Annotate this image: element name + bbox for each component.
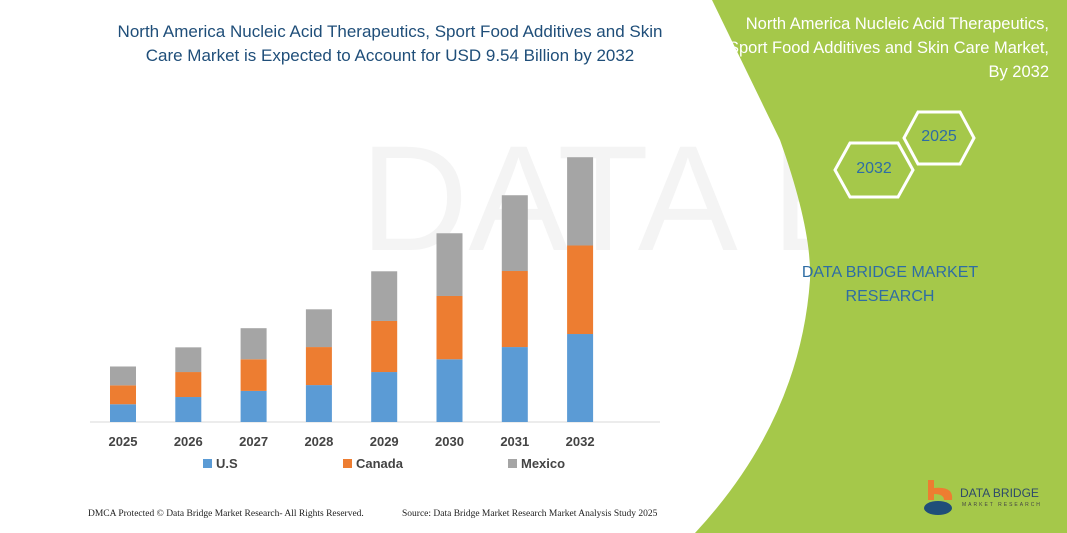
x-tick-label: 2025 — [109, 434, 138, 449]
bar-mexico-2032 — [567, 157, 594, 246]
hex-label-2025: 2025 — [921, 128, 957, 145]
bar-mexico-2027 — [240, 328, 267, 360]
legend-swatch — [203, 459, 212, 468]
bar-us-2026 — [175, 397, 202, 422]
logo-subtext: MARKET RESEARCH — [962, 502, 1042, 508]
bar-us-2032 — [567, 334, 594, 422]
legend-label: U.S — [216, 456, 238, 471]
legend-label: Mexico — [521, 456, 565, 471]
logo-icon — [924, 480, 953, 515]
bar-canada-2032 — [567, 245, 594, 335]
bar-mexico-2031 — [501, 195, 528, 272]
bar-us-2028 — [305, 385, 332, 422]
hex-2032 — [833, 141, 915, 199]
side-panel-title: North America Nucleic Acid Therapeutics,… — [728, 15, 1049, 81]
x-tick-label: 2031 — [500, 434, 529, 449]
bar-mexico-2025 — [110, 366, 136, 386]
bar-canada-2029 — [371, 320, 398, 373]
bar-mexico-2026 — [175, 347, 202, 373]
bar-us-2027 — [240, 390, 267, 422]
bar-us-2031 — [501, 347, 528, 422]
x-tick-label: 2030 — [435, 434, 464, 449]
legend-label: Canada — [356, 456, 404, 471]
legend-swatch — [343, 459, 352, 468]
bar-us-2030 — [436, 359, 463, 422]
logo-text: DATA BRIDGE — [960, 486, 1039, 500]
x-tick-label: 2027 — [239, 434, 268, 449]
bar-canada-2026 — [175, 372, 202, 398]
footer-source: Source: Data Bridge Market Research Mark… — [402, 509, 658, 519]
footer-copyright: DMCA Protected © Data Bridge Market Rese… — [88, 509, 364, 519]
bar-canada-2031 — [501, 271, 528, 348]
bar-us-2029 — [371, 372, 398, 422]
bar-us-2025 — [110, 404, 136, 422]
chart-title: North America Nucleic Acid Therapeutics,… — [117, 22, 663, 65]
bar-canada-2030 — [436, 295, 463, 360]
x-tick-label: 2032 — [566, 434, 595, 449]
bar-mexico-2028 — [305, 309, 332, 348]
bar-canada-2025 — [110, 385, 136, 405]
hex-2025 — [902, 110, 976, 166]
bar-mexico-2029 — [371, 271, 398, 321]
side-panel-bg — [695, 0, 1067, 533]
legend-swatch — [508, 459, 517, 468]
x-tick-label: 2029 — [370, 434, 399, 449]
brand-text: DATA BRIDGE MARKET RESEARCH — [801, 264, 979, 305]
bar-mexico-2030 — [436, 233, 463, 296]
bar-canada-2028 — [305, 347, 332, 386]
hex-label-2032: 2032 — [856, 160, 892, 177]
x-tick-label: 2028 — [304, 434, 333, 449]
bar-canada-2027 — [240, 359, 267, 391]
x-tick-label: 2026 — [174, 434, 203, 449]
